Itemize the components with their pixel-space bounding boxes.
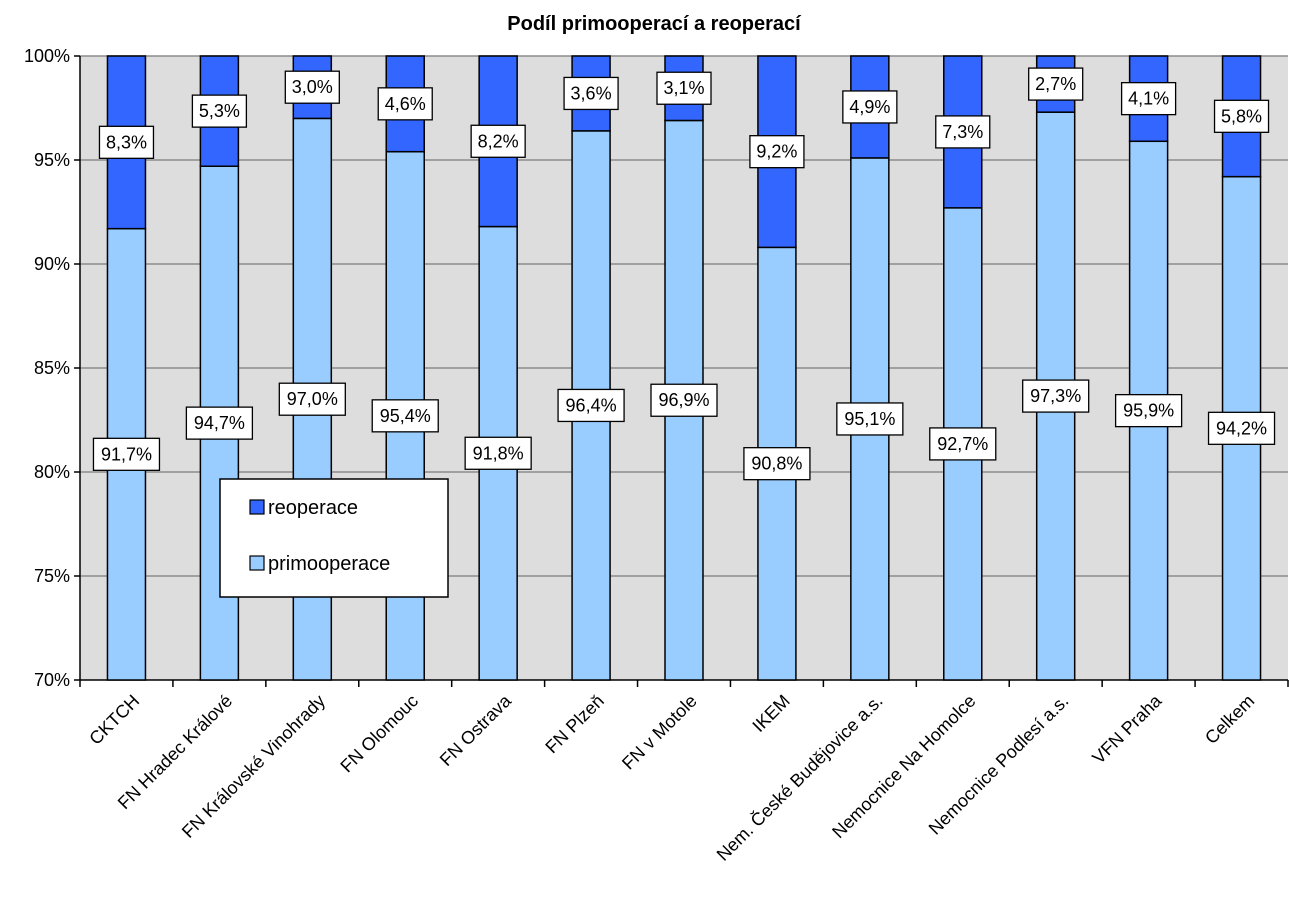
data-label-primooperace: 94,7% xyxy=(194,413,245,433)
data-label-primooperace-box xyxy=(1114,393,1183,428)
data-label-primooperace: 92,7% xyxy=(937,434,988,454)
x-tick-label: FN Plzeň xyxy=(541,691,607,757)
data-label-primooperace: 97,3% xyxy=(1030,386,1081,406)
data-label-reoperace: 5,3% xyxy=(199,101,240,121)
x-tick-label: FN Olomouc xyxy=(336,691,422,777)
y-tick-label: 80% xyxy=(34,462,70,482)
legend-swatch xyxy=(249,499,265,515)
x-tick-label: FN Ostrava xyxy=(436,690,516,770)
legend-label: primooperace xyxy=(268,553,390,575)
data-label-primooperace: 90,8% xyxy=(751,454,802,474)
data-label-primooperace-box xyxy=(743,447,811,481)
data-label-reoperace: 7,3% xyxy=(942,122,983,142)
data-label-reoperace-box xyxy=(1028,67,1084,101)
x-tick-label: CKTCH xyxy=(85,691,143,749)
y-tick-label: 85% xyxy=(34,358,70,378)
data-label-reoperace: 5,8% xyxy=(1221,106,1262,126)
data-label-primooperace: 95,1% xyxy=(844,409,895,429)
data-label-reoperace-box xyxy=(377,87,433,121)
data-label-reoperace: 8,2% xyxy=(478,131,519,151)
y-tick-label: 70% xyxy=(34,670,70,690)
y-tick-label: 90% xyxy=(34,254,70,274)
data-label-reoperace-box xyxy=(1120,81,1177,116)
data-label-primooperace-box xyxy=(929,427,997,461)
data-label-reoperace: 3,0% xyxy=(292,77,333,97)
data-label-reoperace: 4,9% xyxy=(849,97,890,117)
data-label-primooperace: 95,9% xyxy=(1123,401,1174,421)
data-label-primooperace-box xyxy=(836,402,904,436)
y-tick-label: 95% xyxy=(34,150,70,170)
x-tick-label: Celkem xyxy=(1201,691,1258,748)
data-label-reoperace-box xyxy=(935,115,991,149)
data-label-reoperace: 9,2% xyxy=(756,142,797,162)
data-label-primooperace-box xyxy=(1022,379,1090,413)
data-label-primooperace: 96,9% xyxy=(658,390,709,410)
x-tick-label: IKEM xyxy=(748,691,793,736)
y-tick-label: 100% xyxy=(24,46,70,66)
data-label-reoperace-box xyxy=(656,71,712,105)
data-label-primooperace: 94,2% xyxy=(1216,418,1267,438)
data-label-reoperace: 2,7% xyxy=(1035,74,1076,94)
data-label-primooperace-box xyxy=(464,436,532,470)
data-label-primooperace: 96,4% xyxy=(566,395,617,415)
data-label-reoperace: 4,1% xyxy=(1128,89,1169,109)
x-tick-label: Nem. České Budějovice a.s. xyxy=(712,690,887,865)
legend-box xyxy=(219,478,449,598)
data-label-reoperace-box xyxy=(470,124,526,158)
x-tick-label: VFN Praha xyxy=(1088,690,1166,768)
data-label-primooperace-box xyxy=(185,406,254,440)
data-label-reoperace: 3,6% xyxy=(571,83,612,103)
data-label-reoperace-box xyxy=(749,135,805,169)
data-label-primooperace-box xyxy=(557,388,625,423)
data-label-primooperace-box xyxy=(1207,411,1276,445)
data-label-primooperace-box xyxy=(650,383,718,417)
y-axis: 70% 75% 80% 85% 90% 95% 100% xyxy=(24,46,81,690)
data-label-primooperace: 91,7% xyxy=(101,444,152,464)
data-label-primooperace-box xyxy=(92,437,161,471)
data-label-reoperace-box xyxy=(1213,99,1270,133)
legend-label: reoperace xyxy=(268,497,358,519)
data-label-primooperace-box xyxy=(278,382,346,416)
x-tick-label: FN v Motole xyxy=(618,691,701,774)
data-label-reoperace: 4,6% xyxy=(385,94,426,114)
data-label-reoperace-box xyxy=(98,125,155,159)
data-label-reoperace-box xyxy=(284,70,340,104)
data-labels: 91,7% 8,3% 94,7% 5,3% 97,0% 3,0% 95,4% 4,6% 91,8… xyxy=(92,67,1276,481)
data-label-reoperace-box xyxy=(563,76,619,111)
y-tick-label: 75% xyxy=(34,566,70,586)
data-label-primooperace: 91,8% xyxy=(473,443,524,463)
data-label-reoperace-box xyxy=(842,90,898,124)
data-label-reoperace: 3,1% xyxy=(663,78,704,98)
data-label-primooperace-box xyxy=(371,399,439,433)
chart-title: Podíl primooperací a reoperací xyxy=(507,13,802,35)
data-label-reoperace-box xyxy=(191,94,248,128)
data-label-primooperace: 95,4% xyxy=(380,406,431,426)
legend: reoperace primooperace xyxy=(219,478,449,598)
legend-swatch xyxy=(249,555,265,571)
data-label-reoperace: 8,3% xyxy=(106,132,147,152)
data-label-primooperace: 97,0% xyxy=(287,389,338,409)
